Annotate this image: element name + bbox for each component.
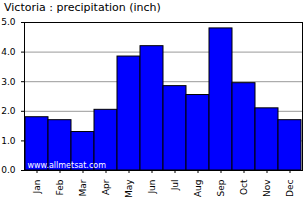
svg-text:Oct: Oct <box>239 179 249 195</box>
svg-text:Sep: Sep <box>216 179 226 196</box>
svg-text:3.0: 3.0 <box>1 77 16 87</box>
svg-text:Apr: Apr <box>101 179 111 195</box>
svg-text:Nov: Nov <box>262 179 272 197</box>
svg-text:Jan: Jan <box>32 180 42 195</box>
svg-text:www.allmetsat.com: www.allmetsat.com <box>28 161 107 170</box>
svg-text:Dec: Dec <box>285 179 295 196</box>
svg-text:Jul: Jul <box>170 180 180 192</box>
svg-text:Aug: Aug <box>193 180 203 198</box>
svg-text:1.0: 1.0 <box>1 136 16 146</box>
svg-text:5.0: 5.0 <box>1 17 16 27</box>
svg-text:Feb: Feb <box>55 179 65 195</box>
svg-text:Mar: Mar <box>78 179 88 196</box>
svg-text:May: May <box>124 179 134 198</box>
svg-text:Jun: Jun <box>147 180 157 195</box>
svg-text:4.0: 4.0 <box>1 47 16 57</box>
svg-text:2.0: 2.0 <box>1 106 16 116</box>
html-text:Victoria : precipitation (inch: Victoria : precipitation (inch) <box>4 1 161 14</box>
svg-text:0.0: 0.0 <box>1 165 16 175</box>
